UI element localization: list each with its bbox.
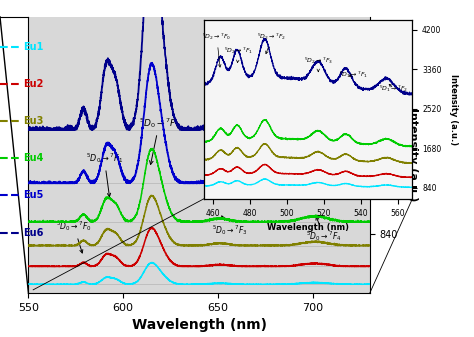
Text: $^5D_0{\rightarrow}^7F_4$: $^5D_0{\rightarrow}^7F_4$ [306,217,342,243]
Text: Eu5: Eu5 [23,190,44,201]
Text: Eu6: Eu6 [23,227,44,238]
Text: $^5D_0{\rightarrow}^7F_2$: $^5D_0{\rightarrow}^7F_2$ [138,116,180,164]
Text: Eu1: Eu1 [23,42,44,52]
Text: Eu3: Eu3 [23,116,44,126]
Y-axis label: Intensity (a.u.): Intensity (a.u.) [408,108,418,202]
Y-axis label: Intensity (a.u.): Intensity (a.u.) [449,74,458,145]
Text: $^5D_0{\rightarrow}^7F_1$: $^5D_0{\rightarrow}^7F_1$ [86,151,123,196]
Text: $^5D_2{\rightarrow}^7F_2$: $^5D_2{\rightarrow}^7F_2$ [257,32,287,54]
Text: $^5D_1{\rightarrow}^7F_1$: $^5D_1{\rightarrow}^7F_1$ [338,69,368,80]
Text: Eu4: Eu4 [23,153,44,163]
Text: Eu2: Eu2 [23,79,44,89]
X-axis label: Wavelength (nm): Wavelength (nm) [132,318,266,333]
Text: $^5D_2{\rightarrow}^7F_3$: $^5D_2{\rightarrow}^7F_3$ [303,55,333,71]
Text: $^5D_0{\rightarrow}^7F_0$: $^5D_0{\rightarrow}^7F_0$ [56,219,92,253]
X-axis label: Wavelength (nm): Wavelength (nm) [267,223,349,232]
Text: $^5D_0{\rightarrow}^7F_3$: $^5D_0{\rightarrow}^7F_3$ [211,216,247,237]
Text: $^5D_2{\rightarrow}^7F_1$: $^5D_2{\rightarrow}^7F_1$ [224,46,254,63]
Text: $^5D_1{\rightarrow}^7F_2$: $^5D_1{\rightarrow}^7F_2$ [379,84,409,94]
Text: $^5D_2{\rightarrow}^7F_0$: $^5D_2{\rightarrow}^7F_0$ [202,32,231,67]
